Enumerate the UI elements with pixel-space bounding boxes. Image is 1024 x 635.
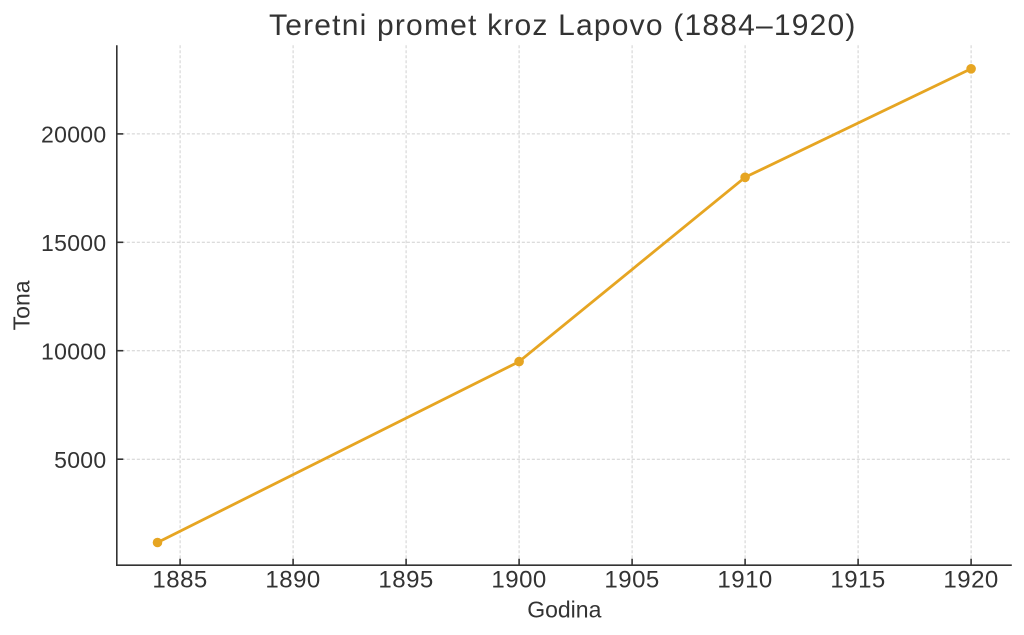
- svg-text:1920: 1920: [943, 567, 998, 594]
- svg-text:Tona: Tona: [8, 280, 34, 330]
- svg-text:1905: 1905: [604, 567, 659, 594]
- svg-text:Godina: Godina: [527, 597, 601, 623]
- svg-text:1910: 1910: [717, 567, 772, 594]
- svg-text:1890: 1890: [265, 567, 320, 594]
- svg-text:15000: 15000: [41, 230, 106, 256]
- svg-text:1915: 1915: [830, 567, 885, 594]
- svg-text:Teretni promet kroz Lapovo (18: Teretni promet kroz Lapovo (1884–1920): [269, 9, 857, 42]
- svg-text:1885: 1885: [152, 567, 207, 594]
- svg-text:1900: 1900: [491, 567, 546, 594]
- svg-text:10000: 10000: [41, 338, 106, 364]
- svg-text:20000: 20000: [41, 122, 106, 148]
- svg-text:5000: 5000: [54, 447, 106, 473]
- svg-text:1895: 1895: [378, 567, 433, 594]
